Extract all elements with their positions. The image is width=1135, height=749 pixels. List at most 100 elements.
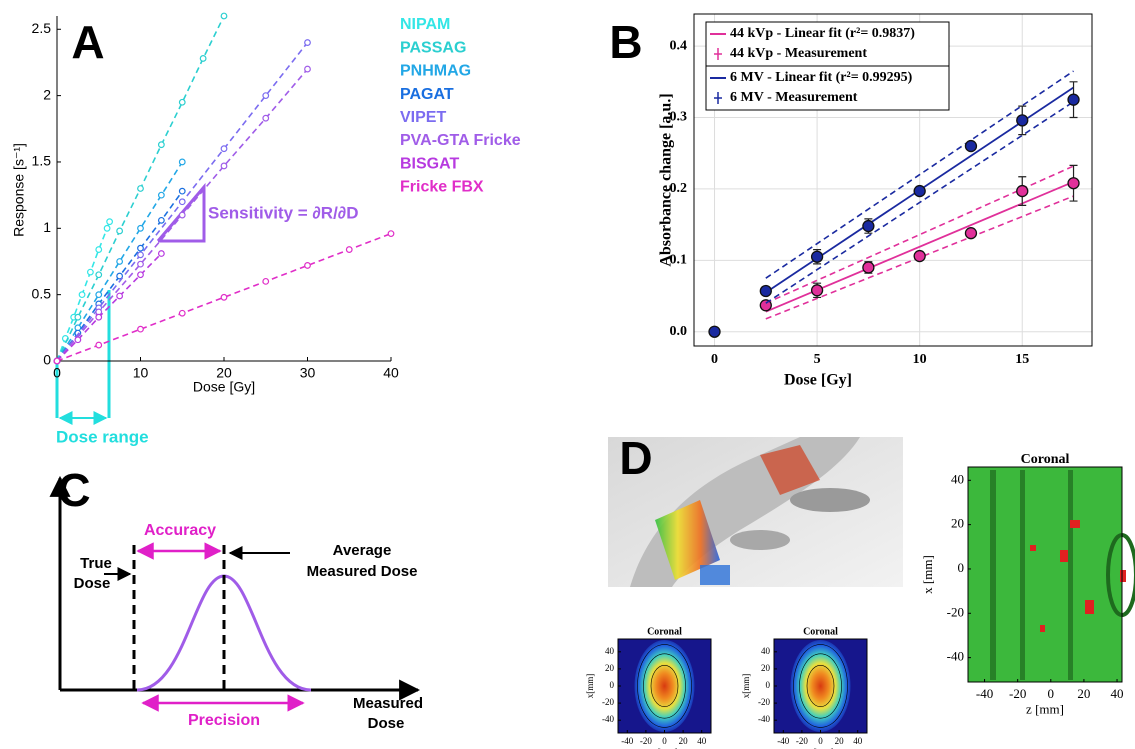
y-tick-label: 1 (43, 219, 51, 235)
data-point (220, 293, 228, 301)
x-tick-label: 20 (216, 365, 232, 381)
y-tick-label: 0 (958, 560, 965, 575)
data-point (1067, 177, 1080, 190)
x-tick-label: -20 (1009, 686, 1026, 701)
gamma-failure (1085, 600, 1094, 614)
true-dose-label: True (80, 555, 112, 572)
data-point (304, 65, 311, 73)
panel-label: A (71, 16, 104, 68)
legend-swatch (714, 92, 722, 104)
map-frame (967, 466, 1123, 683)
data-point (78, 291, 86, 299)
y-tick-label: 0 (43, 352, 51, 368)
data-point (95, 246, 103, 253)
y-tick-label: 0.0 (670, 324, 688, 339)
x-tick-label: -20 (796, 736, 808, 746)
data-point (86, 268, 94, 276)
x-tick-label: 0 (53, 365, 61, 381)
data-point (157, 216, 165, 224)
x-axis-label: z [mm] (807, 747, 833, 749)
x-tick-label: 30 (300, 365, 316, 381)
data-point (95, 271, 103, 279)
isodose-contour (637, 644, 692, 728)
y-tick-label: 2 (43, 86, 51, 102)
data-point (95, 291, 103, 299)
x-tick-label: 40 (697, 736, 707, 746)
y-tick-label: 0.1 (670, 253, 688, 268)
y-tick-label: 2.5 (32, 20, 52, 36)
data-point (708, 325, 721, 338)
gamma-structure (1020, 470, 1025, 680)
y-tick-label: 40 (605, 646, 615, 656)
gamma-structure (1068, 470, 1073, 680)
y-tick-label: -20 (758, 697, 770, 707)
data-point (157, 250, 165, 257)
x-axis-label: z [mm] (651, 747, 677, 749)
x-tick-label: 0 (1048, 686, 1055, 701)
data-point (116, 272, 124, 280)
x-tick-label: 40 (383, 365, 399, 381)
data-point (345, 246, 353, 253)
gamma-failure (1120, 570, 1126, 582)
legend-label: 6 MV - Measurement (730, 90, 858, 105)
x-tick-label: 40 (853, 736, 863, 746)
data-point (116, 258, 124, 265)
y-tick-label: 0.4 (670, 38, 688, 53)
x-tick-label: -40 (777, 736, 789, 746)
data-point (157, 141, 165, 149)
data-point (53, 357, 61, 365)
data-point (178, 158, 186, 166)
data-point (304, 39, 311, 46)
y-axis-label: Absorbance change [a.u.] (658, 93, 675, 266)
data-point (759, 299, 772, 312)
data-point (95, 313, 103, 321)
data-point (1067, 93, 1080, 106)
data-point (387, 230, 395, 238)
gamma-failure (1070, 520, 1080, 528)
legend-label: Fricke FBX (400, 179, 484, 196)
x-tick-label: -40 (976, 686, 993, 701)
average-dose-label: Measured Dose (307, 563, 418, 580)
x-tick-label: 5 (814, 352, 821, 367)
data-point (913, 249, 926, 263)
data-point (262, 114, 270, 122)
y-axis-label: x [mm] (920, 555, 935, 594)
legend-label: 6 MV - Linear fit (r²= 0.99295) (730, 70, 913, 85)
legend-label: 44 kVp - Linear fit (r²= 0.9837) (730, 26, 915, 41)
x-tick-label: 0 (711, 352, 718, 367)
legend-label: NIPAM (400, 16, 450, 33)
data-point (913, 184, 926, 198)
data-point (178, 98, 186, 106)
y-tick-label: -40 (602, 714, 614, 724)
y-tick-label: 0.5 (32, 285, 52, 301)
gamma-failure (1060, 550, 1068, 562)
data-point (106, 218, 114, 226)
map-title: Coronal (803, 626, 838, 637)
x-tick-label: 10 (913, 352, 927, 367)
x-tick-label: 20 (679, 736, 689, 746)
map-title: Coronal (647, 626, 682, 637)
data-point (862, 261, 875, 274)
data-point (199, 55, 207, 62)
x-axis-label: z [mm] (1026, 702, 1064, 717)
data-point (116, 292, 124, 300)
data-point (964, 227, 978, 240)
data-point (178, 187, 186, 195)
legend-swatch (714, 48, 722, 60)
y-tick-label: 20 (605, 663, 615, 673)
series-line (56, 252, 162, 362)
x-tick-label: 10 (133, 365, 149, 381)
data-point (137, 325, 144, 333)
y-tick-label: 20 (761, 663, 771, 673)
legend-label: PAGAT (400, 86, 454, 103)
y-tick-label: -40 (947, 649, 964, 664)
data-point (116, 227, 124, 235)
y-tick-label: -40 (758, 714, 770, 724)
data-point (759, 284, 772, 298)
legend-label: PASSAG (400, 39, 466, 56)
gamma-structure (990, 470, 996, 680)
band-line (765, 101, 1074, 304)
data-point (74, 336, 82, 344)
legend-label: BISGAT (400, 155, 459, 172)
y-tick-label: 0.3 (670, 110, 688, 125)
